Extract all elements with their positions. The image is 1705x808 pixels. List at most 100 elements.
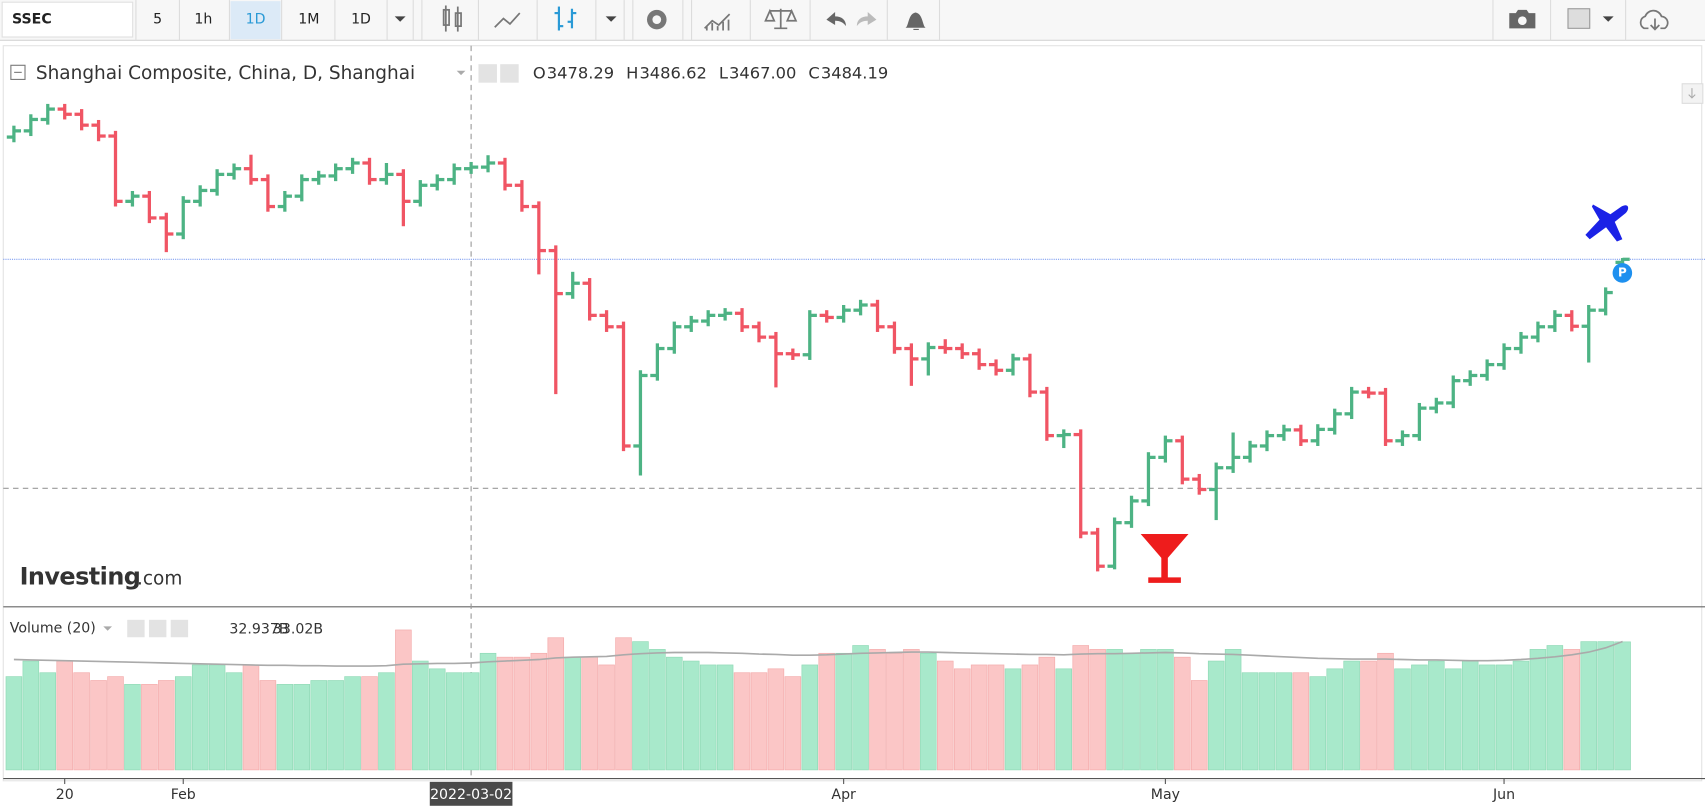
volume-bar — [767, 668, 785, 771]
volume-bar — [1123, 652, 1140, 771]
volume-remove[interactable] — [170, 619, 189, 638]
legend-value: 3478.29 — [547, 63, 614, 82]
settings-button[interactable] — [500, 64, 519, 83]
volume-settings[interactable] — [148, 619, 167, 638]
compare-icon[interactable] — [764, 8, 798, 30]
volume-bar — [1360, 660, 1377, 771]
collapse-button[interactable] — [10, 64, 26, 80]
price-badge — [1612, 263, 1633, 283]
crosshair-label: 2022-03-02 — [430, 787, 512, 803]
volume-bar — [73, 672, 90, 771]
volume-bar — [1140, 649, 1157, 771]
volume-bar — [581, 656, 598, 771]
volume-bar — [242, 664, 260, 771]
volume-bar — [293, 684, 311, 771]
volume-bar — [886, 652, 903, 771]
volume-bar — [191, 664, 209, 771]
volume-bar — [1580, 641, 1597, 771]
volume-bar — [953, 668, 971, 771]
cloud-icon[interactable] — [1639, 9, 1669, 31]
volume-bar — [1614, 641, 1631, 771]
volume-bar — [1241, 672, 1259, 771]
volume-visibility[interactable] — [127, 619, 145, 638]
volume-bar — [1411, 664, 1428, 771]
volume-bar — [1495, 664, 1513, 771]
color-dropdown[interactable] — [1602, 16, 1614, 22]
volume-bar — [716, 664, 734, 771]
redo-icon[interactable] — [856, 12, 877, 27]
volume-bar — [1546, 645, 1564, 771]
line-type-icon[interactable] — [494, 12, 521, 28]
volume-bar — [310, 680, 327, 771]
volume-bar — [1309, 676, 1327, 771]
volume-bar — [1072, 645, 1089, 771]
volume-bar — [1089, 649, 1106, 771]
interval-dropdown[interactable] — [394, 16, 406, 22]
scroll-arrow — [1688, 88, 1696, 99]
volume-bar — [1343, 660, 1360, 771]
volume-bar — [276, 684, 294, 771]
bar-type-icon[interactable] — [442, 5, 462, 32]
volume-bar — [852, 645, 869, 771]
color-picker[interactable] — [1567, 8, 1591, 29]
ohlc-type-icon[interactable] — [554, 6, 577, 31]
volume-bar — [1292, 672, 1310, 771]
indicators-icon[interactable] — [704, 13, 731, 31]
volume-bar — [445, 672, 463, 771]
active-interval-bg — [230, 1, 281, 40]
legend-label: C — [808, 63, 819, 82]
volume-bar — [530, 652, 548, 771]
symbol-input[interactable] — [1, 1, 134, 38]
volume-bar — [344, 676, 361, 771]
x-tick-label: May — [1151, 787, 1180, 803]
volume-bar — [615, 637, 632, 771]
interval-button[interactable]: 1D — [246, 12, 266, 28]
legend-value: 3484.19 — [821, 63, 888, 82]
volume-bar — [141, 684, 158, 771]
volume-dropdown[interactable] — [103, 626, 112, 631]
volume-bar — [750, 672, 768, 771]
volume-bar — [395, 629, 412, 771]
interval-button[interactable]: 5 — [153, 12, 162, 28]
x-tick-label: 20 — [56, 787, 74, 803]
undo-icon[interactable] — [826, 12, 846, 27]
interval-button[interactable]: 1D — [351, 12, 371, 28]
visibility-button[interactable] — [478, 64, 497, 83]
crosshair-label-bg — [429, 781, 513, 806]
volume-bar — [259, 680, 277, 771]
volume-bar — [1207, 660, 1225, 771]
volume-bar — [1038, 656, 1056, 771]
interval-button[interactable]: 1M — [298, 12, 319, 28]
type-dropdown[interactable] — [605, 16, 617, 22]
volume-bar — [1478, 664, 1496, 771]
volume-bar — [496, 656, 514, 771]
volume-bar — [835, 652, 852, 771]
volume-bar — [1428, 660, 1445, 771]
x-tick-label: Feb — [171, 787, 196, 803]
alert-icon[interactable] — [905, 12, 926, 30]
volume-bar — [56, 660, 73, 771]
volume-bar — [5, 676, 23, 771]
interval-button[interactable]: 1h — [194, 12, 212, 28]
volume-bar — [1326, 668, 1343, 771]
legend-dropdown[interactable] — [456, 70, 466, 76]
volume-bar — [1275, 672, 1293, 771]
volume-bar — [124, 684, 141, 771]
volume-bar — [1055, 668, 1073, 771]
volume-bar — [1004, 668, 1022, 771]
volume-title: Volume (20) — [10, 621, 96, 637]
volume-bar — [428, 668, 446, 771]
volume-bar — [412, 660, 429, 771]
volume-ma-value: 33.02B — [273, 622, 323, 638]
volume-bar — [479, 652, 497, 771]
volume-bar — [513, 656, 531, 771]
volume-bar — [1021, 664, 1039, 771]
volume-value: 32.937B — [229, 622, 288, 638]
volume-bar — [378, 672, 395, 771]
volume-bar — [920, 652, 937, 771]
volume-bar — [90, 680, 107, 771]
plot — [3, 45, 1705, 779]
volume-bar — [564, 656, 581, 771]
